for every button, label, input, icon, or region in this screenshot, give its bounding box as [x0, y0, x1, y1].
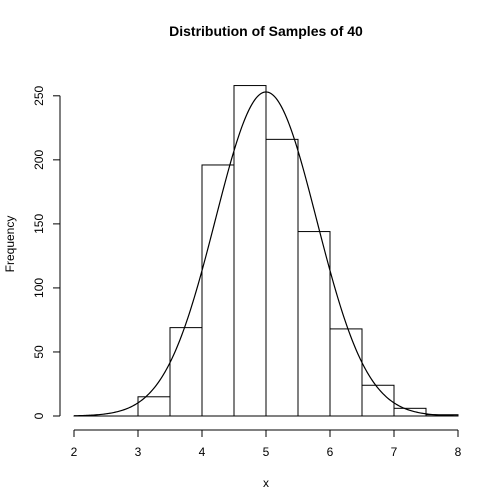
histogram-bar-7 [297, 231, 331, 417]
histogram-bar-3 [169, 327, 203, 417]
x-tick-label: 5 [263, 445, 270, 459]
density-curve-layer [73, 91, 459, 417]
x-tick-label: 8 [455, 445, 462, 459]
x-tick-label: 2 [71, 445, 78, 459]
histogram-bar-10 [393, 407, 427, 417]
histogram-bar-6 [265, 138, 299, 417]
y-tick-label: 150 [32, 214, 46, 234]
histogram-bar-8 [329, 328, 363, 417]
histogram-bar-9 [361, 384, 395, 417]
chart-title: Distribution of Samples of 40 [169, 23, 363, 39]
x-tick-label: 3 [135, 445, 142, 459]
histogram-bars [73, 85, 459, 417]
x-axis-label: x [263, 476, 269, 490]
y-axis: 0 50 100 150 200 250 [32, 85, 61, 419]
histogram-bar-4 [201, 164, 235, 417]
x-tick-label: 7 [391, 445, 398, 459]
y-tick-label: 250 [32, 85, 46, 105]
x-axis: 2 3 4 5 6 7 8 [71, 429, 462, 459]
y-tick-label: 100 [32, 278, 46, 298]
y-tick-label: 0 [32, 412, 46, 419]
x-tick-label: 6 [327, 445, 334, 459]
y-axis-label: Frequency [3, 216, 17, 273]
x-tick-label: 4 [199, 445, 206, 459]
y-tick-label: 200 [32, 150, 46, 170]
y-tick-label: 50 [32, 345, 46, 359]
normal-density-curve [73, 91, 459, 417]
